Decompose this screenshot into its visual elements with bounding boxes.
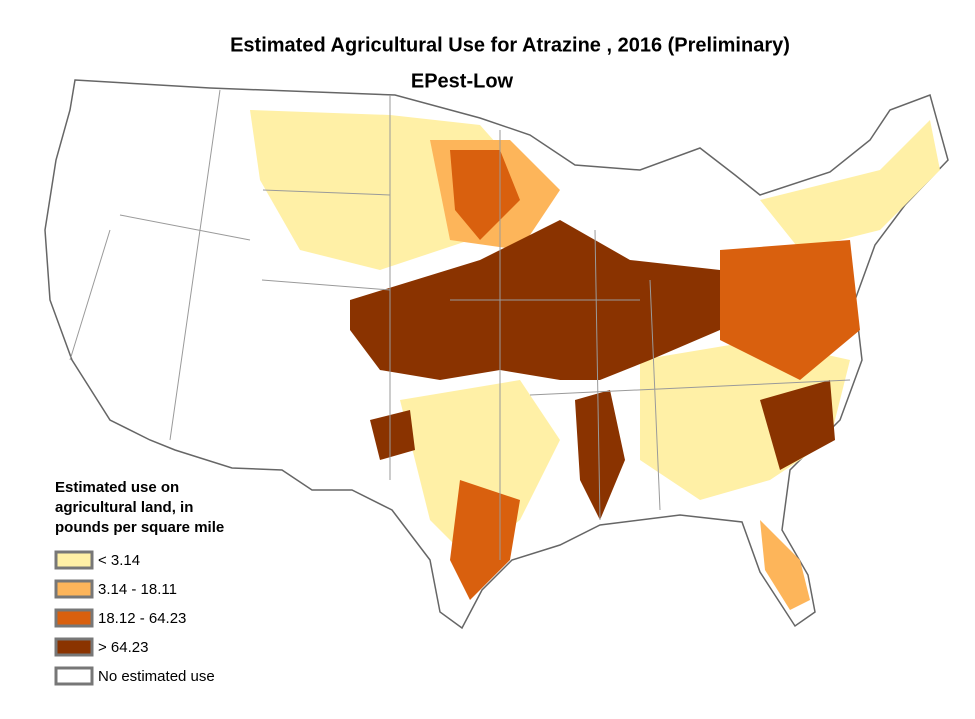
legend-title: Estimated use on: [55, 479, 179, 496]
low-use-area: [400, 380, 560, 560]
legend-label: 3.14 - 18.11: [98, 581, 177, 598]
legend-title: agricultural land, in: [55, 499, 193, 516]
very-high-use-area: [370, 410, 415, 460]
legend-swatch: [54, 666, 94, 686]
legend-label: 18.12 - 64.23: [98, 610, 186, 627]
legend-label: No estimated use: [98, 668, 215, 685]
low-use-area: [760, 120, 940, 250]
high-use-area: [720, 240, 860, 380]
map-subtitle: EPest-Low: [411, 70, 514, 92]
legend-swatch: [54, 608, 94, 628]
high-use-area: [450, 480, 520, 600]
legend-title: pounds per square mile: [55, 519, 224, 536]
legend-label: > 64.23: [98, 639, 148, 656]
legend: Estimated use on agricultural land, in pou…: [54, 479, 224, 686]
legend-label: < 3.14: [98, 552, 140, 569]
high-use-area: [450, 150, 520, 240]
use-areas: [250, 110, 940, 610]
very-high-use-area: [575, 390, 625, 520]
legend-swatch: [54, 579, 94, 599]
state-boundaries: [69, 89, 851, 560]
legend-swatch: [54, 550, 94, 570]
medium-use-area: [760, 520, 810, 610]
us-map: [44, 79, 949, 630]
very-high-use-area: [760, 380, 835, 470]
legend-swatch: [54, 637, 94, 657]
map-title: Estimated Agricultural Use for Atrazine …: [230, 34, 790, 56]
